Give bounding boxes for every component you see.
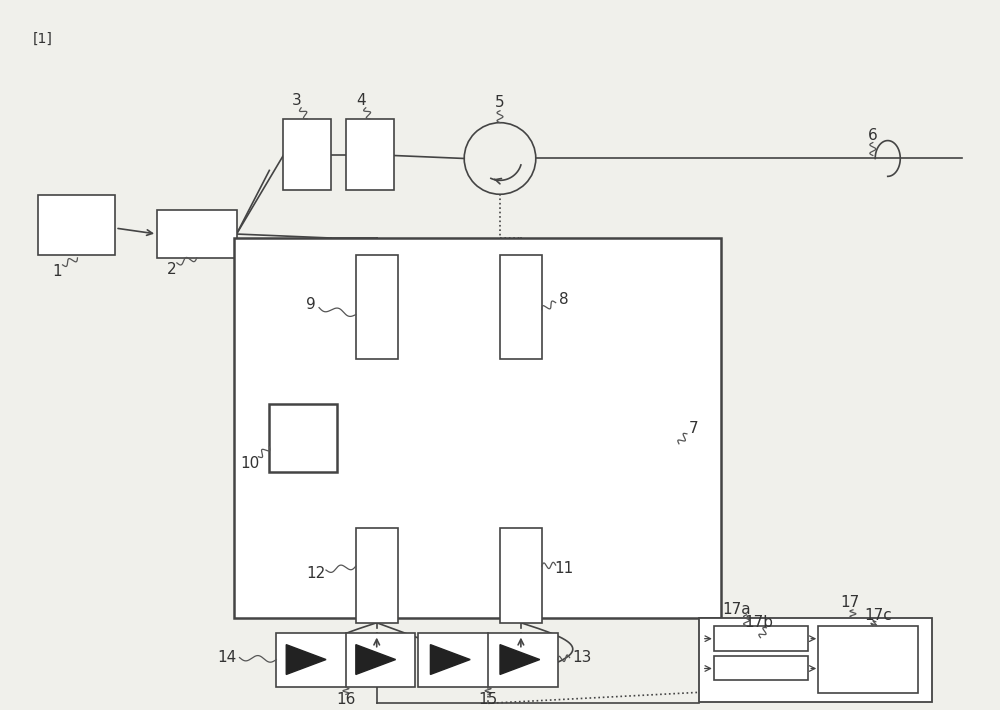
Polygon shape [430, 645, 470, 674]
Text: 7: 7 [689, 422, 699, 437]
Bar [500, 528, 542, 623]
Text: 17: 17 [840, 596, 860, 611]
Text: 8: 8 [559, 292, 568, 307]
Bar [356, 528, 398, 623]
Text: 5: 5 [495, 95, 505, 110]
Bar [157, 210, 237, 258]
Text: 17b: 17b [744, 616, 773, 630]
Text: 2: 2 [167, 262, 177, 278]
Text: 4: 4 [356, 93, 366, 109]
Text: 13: 13 [572, 650, 591, 665]
Text: 12: 12 [306, 566, 326, 581]
Bar [699, 618, 932, 702]
Text: 17a: 17a [722, 602, 751, 617]
Text: 3: 3 [291, 93, 301, 109]
Bar [269, 404, 337, 471]
Bar [418, 633, 558, 687]
Bar [714, 655, 808, 680]
Text: 17c: 17c [864, 608, 892, 623]
Bar [714, 626, 808, 650]
Bar [38, 195, 115, 255]
Text: 11: 11 [554, 561, 573, 576]
Bar [283, 119, 331, 190]
Text: 16: 16 [336, 692, 356, 707]
Text: 14: 14 [217, 650, 236, 665]
Text: 1: 1 [53, 264, 62, 279]
Bar [234, 238, 721, 618]
Text: 9: 9 [306, 297, 316, 312]
Text: [1]: [1] [33, 32, 53, 46]
Bar [346, 119, 394, 190]
Polygon shape [286, 645, 326, 674]
Bar [818, 626, 918, 694]
Text: 10: 10 [240, 457, 259, 471]
Polygon shape [356, 645, 396, 674]
Bar [276, 633, 415, 687]
Bar [500, 255, 542, 359]
Text: 15: 15 [478, 692, 498, 707]
Polygon shape [500, 645, 540, 674]
Bar [356, 255, 398, 359]
Text: 6: 6 [868, 128, 878, 143]
